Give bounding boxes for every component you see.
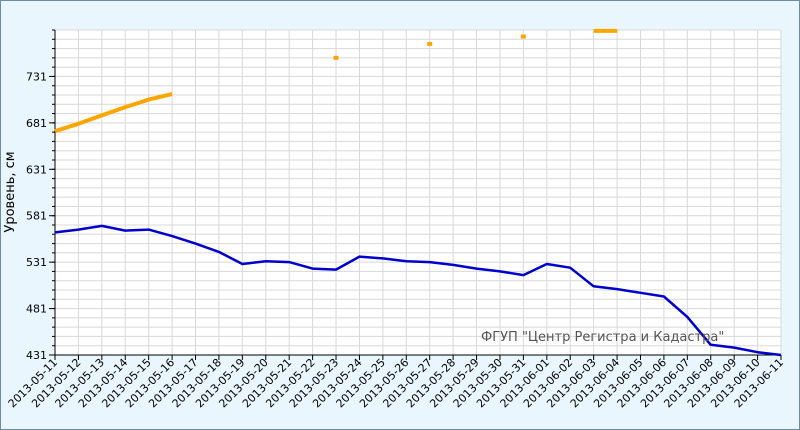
- series-line-1: [54, 92, 173, 134]
- y-tick-label: 531: [26, 256, 47, 269]
- watermark-text: ФГУП "Центр Регистра и Кадастра": [481, 330, 724, 345]
- series-point: [427, 41, 433, 46]
- series-point: [333, 55, 339, 60]
- x-axis-ticks: 2013-05-112013-05-122013-05-132013-05-14…: [6, 356, 786, 410]
- y-tick-label: 481: [26, 303, 47, 316]
- y-axis-ticks: 431 481 531 581 631 681 731: [26, 70, 47, 362]
- y-tick-label: 431: [26, 349, 47, 362]
- y-tick-label: 631: [26, 163, 47, 176]
- series-line-0: [54, 224, 782, 357]
- series-point: [520, 34, 526, 39]
- series-group: [54, 28, 782, 357]
- plot-area: [55, 30, 781, 355]
- y-tick-label: 581: [26, 210, 47, 223]
- axes: [49, 29, 782, 360]
- y-tick-label: 731: [26, 70, 47, 83]
- y-axis-label: Уровень, см: [3, 151, 18, 232]
- y-tick-label: 681: [26, 117, 47, 130]
